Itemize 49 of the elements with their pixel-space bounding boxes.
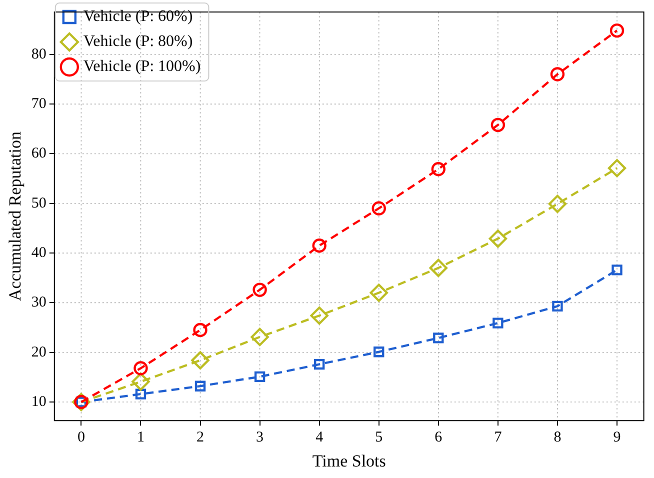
point [431,162,446,176]
legend-label: Vehicle (P: 100%) [83,58,201,76]
legend-label: Vehicle (P: 80%) [83,33,193,50]
y-tick-label: 80 [31,46,46,62]
point [488,230,508,248]
y-tick-label: 50 [31,195,46,212]
x-tick-label: 2 [196,430,204,446]
point [310,306,328,325]
x-tick-label: 4 [316,430,324,446]
point [191,351,210,370]
y-tick-label: 40 [31,244,46,261]
point [193,322,208,338]
x-tick-label: 6 [434,430,443,446]
x-tick-label: 8 [554,430,562,446]
y-axis-title: Accumulated Reputation [6,131,25,302]
x-tick-label: 5 [375,430,383,446]
point [372,201,386,216]
y-tick-label: 30 [31,294,46,311]
point [552,300,563,312]
point [608,159,626,178]
y-tick-label: 60 [31,146,46,162]
point [194,380,206,392]
x-tick-label: 3 [256,430,264,446]
point [374,346,384,358]
point [134,361,148,376]
y-tick-label: 20 [31,344,46,360]
y-tick-label: 10 [31,394,46,410]
point [610,23,624,38]
point [433,332,444,344]
point [490,118,506,132]
point [250,328,269,346]
point [135,388,146,400]
x-tick-label: 9 [613,430,621,446]
point [429,258,448,278]
y-tick-label: 70 [31,96,46,112]
point [370,284,388,302]
point [254,371,266,382]
x-tick-label: 1 [136,430,144,446]
point [548,194,567,213]
point [252,282,267,297]
point [492,318,504,328]
point [314,358,325,370]
x-tick-label: 0 [77,430,85,446]
x-axis-title: Time Slots [312,451,386,470]
point [312,238,326,253]
point [612,264,622,276]
point [132,372,150,391]
x-tick-label: 7 [494,430,502,446]
point [550,67,565,82]
